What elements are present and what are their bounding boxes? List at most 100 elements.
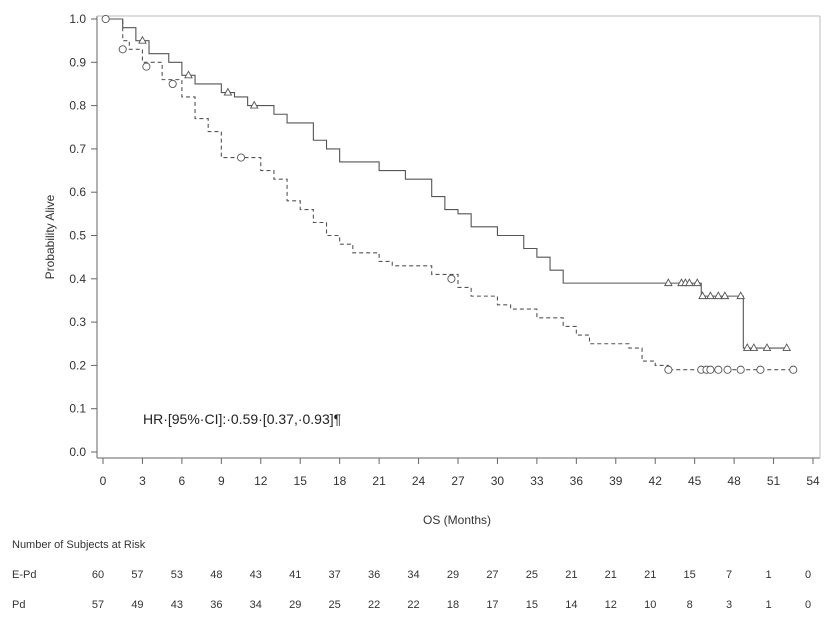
censor-marker: [185, 71, 192, 78]
y-tick-label: 1.0: [69, 12, 86, 26]
risk-cell: 7: [726, 569, 732, 581]
risk-cell: 3: [726, 599, 732, 611]
risk-cell: 29: [289, 599, 301, 611]
y-axis-title: Probability Alive: [43, 194, 57, 279]
risk-cell: 22: [407, 599, 419, 611]
censor-marker: [724, 366, 731, 373]
risk-cell: 17: [486, 599, 498, 611]
x-tick-label: 15: [294, 474, 308, 488]
censor-marker: [790, 366, 797, 373]
risk-cell: 57: [92, 599, 104, 611]
risk-cell: 1: [765, 599, 771, 611]
risk-row-label: E-Pd: [12, 569, 36, 581]
risk-cell: 53: [171, 569, 183, 581]
y-tick-label: 0.8: [69, 99, 86, 113]
y-tick-label: 0.0: [69, 445, 86, 459]
risk-cell: 12: [605, 599, 617, 611]
risk-cell: 37: [329, 569, 341, 581]
risk-cell: 36: [368, 569, 380, 581]
risk-cell: 34: [250, 599, 262, 611]
y-tick-label: 0.9: [69, 55, 86, 69]
censor-marker: [763, 344, 770, 351]
x-tick-label: 27: [451, 474, 465, 488]
x-tick-label: 0: [100, 474, 107, 488]
risk-cell: 15: [526, 599, 538, 611]
x-tick-label: 18: [333, 474, 347, 488]
x-ticks: 0 3 6 9 12 15 18 21 24 27 30 33 36 39 42 45 48 51 54: [100, 458, 820, 488]
censor-marker: [694, 279, 701, 286]
censor-marker: [169, 80, 176, 87]
censor-marker: [237, 154, 244, 161]
censor-marker: [707, 292, 714, 299]
y-ticks: 0.0 0.1 0.2 0.3 0.4 0.5 0.6 0.7 0.8 0.9 1.0: [69, 12, 97, 459]
x-tick-label: 9: [218, 474, 225, 488]
risk-cell: 36: [210, 599, 222, 611]
risk-cell: 25: [329, 599, 341, 611]
censor-marker: [699, 292, 706, 299]
risk-row-label: Pd: [12, 599, 25, 611]
censor-marker: [715, 292, 722, 299]
censor-marker: [143, 63, 150, 70]
y-tick-label: 0.4: [69, 272, 86, 286]
series-pd: [102, 15, 797, 373]
x-tick-label: 24: [412, 474, 426, 488]
censor-marker: [224, 89, 231, 96]
x-tick-label: 33: [530, 474, 544, 488]
censor-marker: [119, 46, 126, 53]
censor-marker: [737, 292, 744, 299]
censor-marker: [783, 344, 790, 351]
series-e-pd: [103, 19, 790, 351]
x-tick-label: 30: [491, 474, 505, 488]
risk-cell: 29: [447, 569, 459, 581]
hazard-ratio-annotation: HR·[95%·CI]:·0.59·[0.37,·0.93]¶: [143, 411, 341, 427]
x-tick-label: 39: [609, 474, 623, 488]
x-tick-label: 36: [570, 474, 584, 488]
risk-cell: 10: [644, 599, 656, 611]
x-axis-title: OS (Months): [423, 513, 491, 527]
risk-cell: 15: [684, 569, 696, 581]
y-tick-label: 0.1: [69, 402, 86, 416]
axes: [97, 16, 820, 458]
x-tick-label: 21: [372, 474, 386, 488]
y-tick-label: 0.2: [69, 358, 86, 372]
risk-cell: 21: [644, 569, 656, 581]
risk-table-title: Number of Subjects at Risk: [12, 539, 146, 551]
risk-cell: 60: [92, 569, 104, 581]
risk-cell: 43: [250, 569, 262, 581]
risk-cell: 49: [131, 599, 143, 611]
y-tick-label: 0.5: [69, 229, 86, 243]
series-layer: [102, 15, 797, 373]
risk-cell: 21: [565, 569, 577, 581]
x-tick-label: 3: [139, 474, 146, 488]
x-tick-label: 45: [688, 474, 702, 488]
risk-cell: 0: [805, 599, 811, 611]
censor-marker: [448, 275, 455, 282]
risk-table: E-Pd 60 57 53 48 43 41 37 36 34 29 27 25 21 21 21 15 7 1 0P…: [12, 569, 811, 611]
censor-marker: [750, 344, 757, 351]
censor-marker: [139, 37, 146, 44]
y-tick-label: 0.3: [69, 315, 86, 329]
censor-marker: [715, 366, 722, 373]
censor-marker: [757, 366, 764, 373]
x-tick-label: 6: [179, 474, 186, 488]
x-tick-label: 12: [254, 474, 268, 488]
series-line-pd: [103, 19, 793, 370]
censor-marker: [737, 366, 744, 373]
y-tick-label: 0.6: [69, 185, 86, 199]
risk-cell: 21: [605, 569, 617, 581]
censor-marker: [102, 15, 109, 22]
risk-cell: 27: [486, 569, 498, 581]
risk-cell: 57: [131, 569, 143, 581]
censor-marker: [665, 366, 672, 373]
risk-cell: 43: [171, 599, 183, 611]
censor-marker: [665, 279, 672, 286]
risk-cell: 48: [210, 569, 222, 581]
risk-cell: 0: [805, 569, 811, 581]
x-tick-label: 42: [649, 474, 663, 488]
censor-marker: [707, 366, 714, 373]
risk-cell: 22: [368, 599, 380, 611]
censor-marker: [721, 292, 728, 299]
risk-cell: 1: [765, 569, 771, 581]
risk-cell: 14: [565, 599, 577, 611]
